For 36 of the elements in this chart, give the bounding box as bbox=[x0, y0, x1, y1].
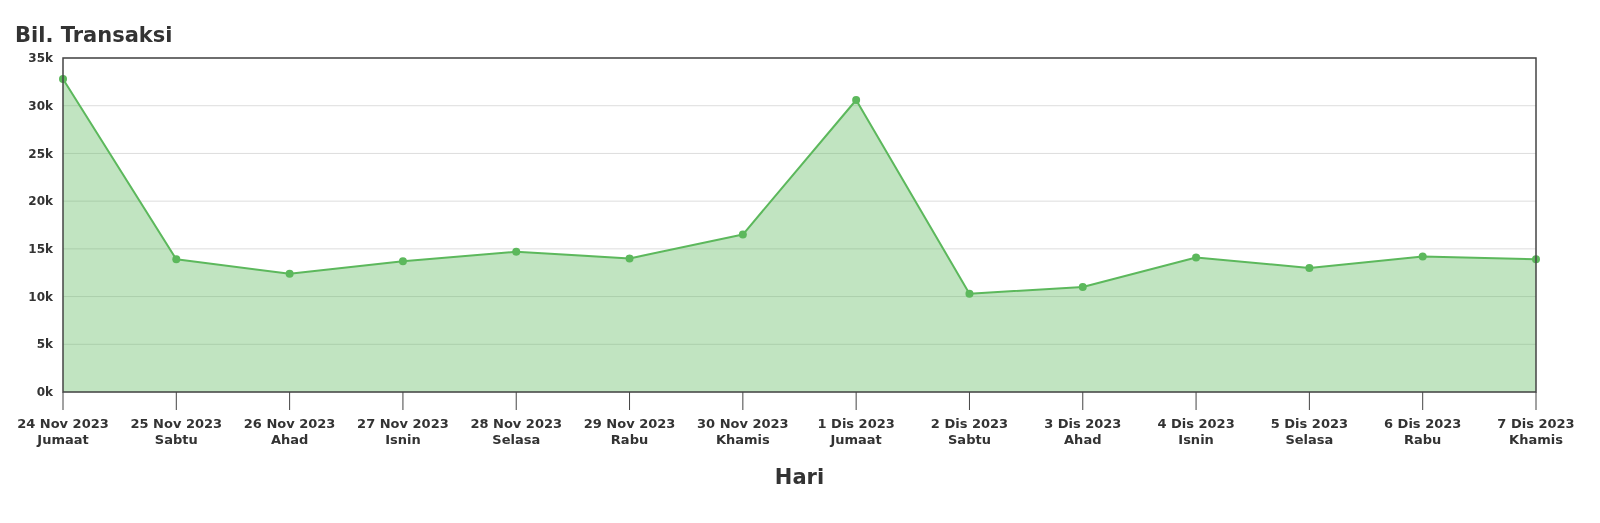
point bbox=[1418, 252, 1427, 261]
y-tick-label: 10k bbox=[28, 289, 55, 304]
point bbox=[1192, 253, 1201, 262]
x-tick-label: 1 Dis 2023 Jumaat bbox=[817, 416, 895, 447]
point bbox=[512, 247, 521, 256]
point bbox=[965, 289, 974, 298]
x-tick-label: 2 Dis 2023 Sabtu bbox=[930, 416, 1009, 447]
x-tick-label: 24 Nov 2023 Jumaat bbox=[17, 416, 109, 447]
x-tick-label: 5 Dis 2023 Selasa bbox=[1270, 416, 1349, 447]
y-tick-label: 20k bbox=[28, 194, 55, 209]
x-tick-label: 29 Nov 2023 Rabu bbox=[583, 416, 676, 447]
x-tick-label: 25 Nov 2023 Sabtu bbox=[130, 416, 223, 447]
x-tick-label: 4 Dis 2023 Isnin bbox=[1157, 416, 1235, 447]
y-tick-label: 30k bbox=[28, 98, 55, 113]
point bbox=[852, 95, 861, 104]
x-tick-label: 28 Nov 2023 Selasa bbox=[470, 416, 563, 447]
point bbox=[285, 269, 294, 278]
y-tick-label: 15k bbox=[28, 242, 55, 257]
x-tick-label: 27 Nov 2023 Isnin bbox=[357, 416, 449, 447]
y-tick-label: 0k bbox=[36, 385, 55, 400]
y-tick-label: 5k bbox=[36, 337, 55, 352]
y-tick-label: 25k bbox=[28, 146, 55, 161]
x-axis-title: Hari bbox=[774, 465, 825, 489]
x-tick-label: 30 Nov 2023 Khamis bbox=[697, 416, 789, 447]
chart-title: Bil. Transaksi bbox=[15, 23, 173, 47]
x-tick-label: 7 Dis 2023 Khamis bbox=[1497, 416, 1575, 447]
x-tick-label: 3 Dis 2023 Ahad bbox=[1044, 416, 1122, 447]
point bbox=[1305, 263, 1314, 272]
point bbox=[398, 257, 407, 266]
y-tick-label: 35k bbox=[28, 51, 55, 66]
point bbox=[738, 230, 747, 239]
x-tick-label: 26 Nov 2023 Ahad bbox=[243, 416, 336, 447]
point bbox=[625, 254, 634, 263]
x-tick-label: 6 Dis 2023 Rabu bbox=[1384, 416, 1462, 447]
point bbox=[172, 255, 181, 264]
point bbox=[1078, 283, 1087, 292]
